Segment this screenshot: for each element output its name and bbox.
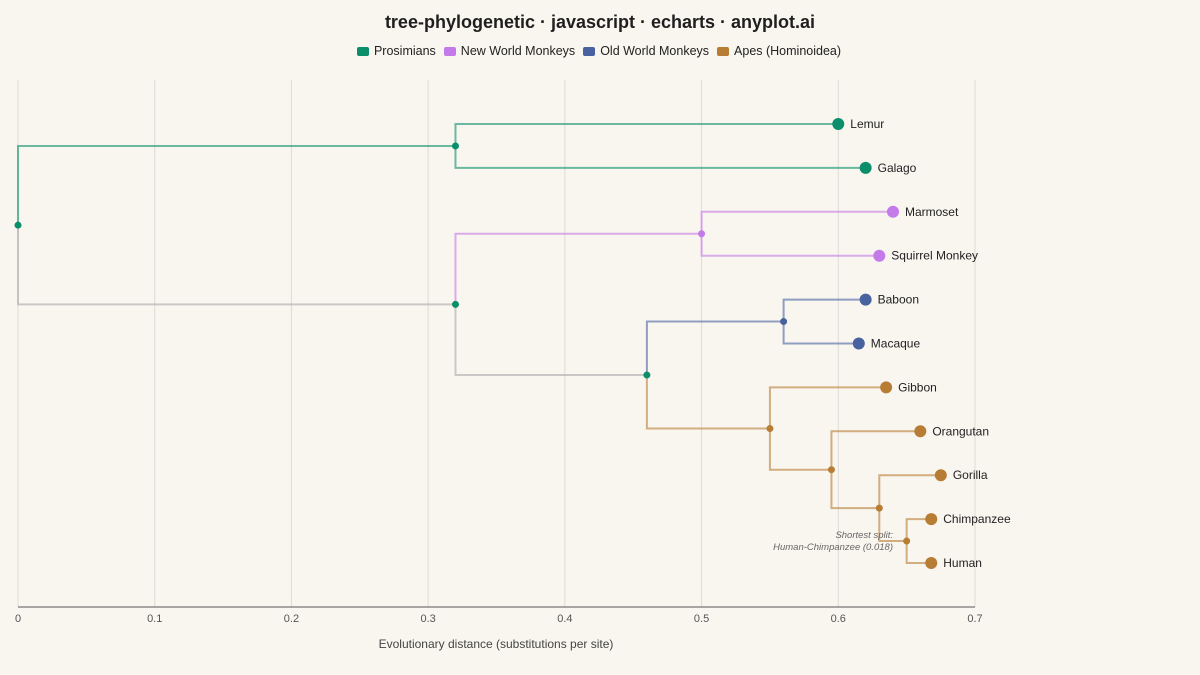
leaf-node[interactable] [852,337,865,350]
internal-node[interactable] [875,504,883,512]
x-tick-label: 0.4 [557,613,572,625]
annotation-line-2: Human-Chimpanzee (0.018) [773,542,893,553]
leaf-node[interactable] [832,118,845,130]
leaf-label: Human [943,556,982,570]
internal-node[interactable] [14,221,22,229]
legend-label: Prosimians [373,44,436,58]
leaf-label: Chimpanzee [943,512,1011,526]
tree-branch [700,233,880,257]
legend-swatch-old-world-monkeys [583,46,596,56]
node-layer [14,118,947,569]
leaf-label: Marmoset [905,205,959,219]
tree-branch [878,474,941,509]
internal-node[interactable] [698,230,706,238]
leaf-label: Baboon [878,293,919,307]
legend-item-prosimians[interactable]: Prosimians [356,44,436,58]
leaf-label: Macaque [871,337,921,351]
leaf-node[interactable] [934,469,947,482]
tree-branch [454,145,866,169]
annotation-line-1: Shortest split: [835,530,893,541]
tree-branch [768,386,887,429]
tree-branch [905,518,932,542]
tree-branch [878,508,907,543]
tree-branch [454,232,702,305]
label-layer: Lemur Galago Marmoset Squirrel Monkey Baboon… [850,117,1011,570]
internal-node[interactable] [766,425,774,433]
legend-swatch-apes [717,46,730,56]
tree-branch [782,321,859,345]
leaf-node[interactable] [886,205,899,218]
x-tick-label: 0 [15,613,21,625]
legend-label: New World Monkeys [460,44,576,58]
branch-layer [17,123,941,564]
tree-branch [905,541,932,564]
tree-branch [768,428,832,471]
tree-branch [830,469,880,510]
leaf-label: Orangutan [932,424,989,438]
tree-branch [17,144,456,226]
tree-branch [17,225,456,306]
leaf-node[interactable] [925,557,938,569]
leaf-node[interactable] [859,293,872,306]
leaf-node[interactable] [873,249,886,262]
x-tick-label: 0.1 [147,613,162,625]
legend-label: Old World Monkeys [600,44,710,58]
legend: Prosimians New World Monkeys Old World M… [0,44,1200,58]
x-tick-label: 0.5 [694,613,709,625]
leaf-label: Galago [878,161,917,175]
x-tick-label: 0.7 [967,613,982,625]
leaf-node[interactable] [859,161,872,174]
leaf-node[interactable] [914,425,927,438]
legend-swatch-new-world-monkeys [443,46,456,56]
leaf-label: Gorilla [953,468,988,482]
tree-branch [645,375,770,430]
tree-branch [830,430,921,470]
leaf-label: Squirrel Monkey [891,249,978,263]
chart-title: tree-phylogenetic · javascript · echarts… [384,12,816,32]
legend-swatch-prosimians [356,46,369,56]
x-tick-label: 0.6 [831,613,846,625]
tree-branch [454,123,839,146]
tick-layer: 0 0.1 0.2 0.3 0.4 0.5 0.6 0.7 [15,613,983,625]
x-tick-label: 0.3 [420,613,435,625]
tree-branch [782,298,866,322]
internal-node[interactable] [903,537,911,545]
internal-node[interactable] [451,300,459,308]
legend-item-apes[interactable]: Apes (Hominoidea) [717,44,841,58]
legend-label: Apes (Hominoidea) [734,44,842,58]
legend-item-old-world-monkeys[interactable]: Old World Monkeys [583,44,709,58]
internal-node[interactable] [643,371,651,379]
leaf-label: Lemur [850,117,884,131]
leaf-label: Gibbon [898,380,937,394]
tree-branch [700,210,893,234]
leaf-node[interactable] [925,513,938,526]
tree-branch [454,304,647,377]
internal-node[interactable] [780,318,788,326]
legend-item-new-world-monkeys[interactable]: New World Monkeys [443,44,576,58]
tree-branch [645,320,784,376]
leaf-node[interactable] [880,381,893,394]
internal-node[interactable] [827,466,835,474]
x-axis-title: Evolutionary distance (substitutions per… [379,637,614,651]
x-tick-label: 0.2 [284,613,299,625]
internal-node[interactable] [451,142,459,150]
